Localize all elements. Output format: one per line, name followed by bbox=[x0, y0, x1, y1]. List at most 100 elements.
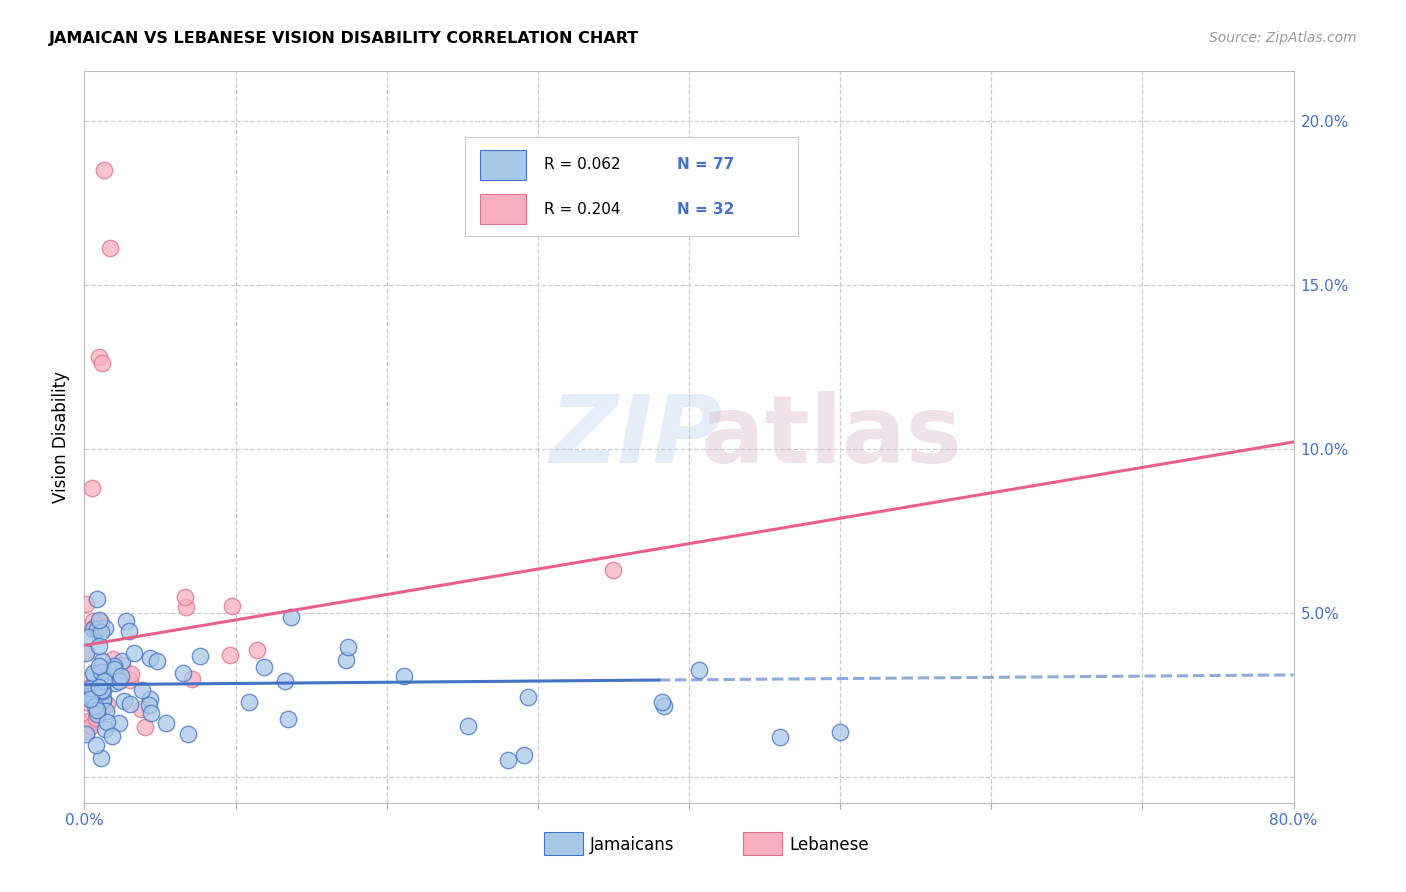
Point bbox=[79, 697, 101, 711]
Point bbox=[253, 660, 276, 674]
Point bbox=[83, 668, 105, 682]
Point bbox=[90, 615, 112, 629]
Text: JAMAICAN VS LEBANESE VISION DISABILITY CORRELATION CHART: JAMAICAN VS LEBANESE VISION DISABILITY C… bbox=[49, 31, 640, 46]
Point bbox=[80, 689, 103, 703]
Point bbox=[246, 642, 269, 657]
Point bbox=[75, 597, 97, 611]
Point bbox=[80, 689, 103, 703]
Point bbox=[94, 704, 117, 718]
Point bbox=[110, 669, 132, 683]
Point bbox=[91, 683, 114, 698]
Point bbox=[146, 655, 169, 669]
Point bbox=[238, 695, 260, 709]
Text: Lebanese: Lebanese bbox=[789, 836, 869, 855]
Point bbox=[98, 242, 121, 256]
Point bbox=[108, 674, 131, 689]
Point bbox=[108, 715, 131, 730]
Point bbox=[80, 481, 103, 495]
Point bbox=[87, 680, 110, 694]
Text: ZIP: ZIP bbox=[550, 391, 723, 483]
Point bbox=[93, 621, 115, 635]
Bar bbox=[544, 832, 582, 855]
Point bbox=[86, 707, 108, 722]
Point bbox=[82, 621, 104, 635]
Point bbox=[155, 716, 177, 731]
Point bbox=[77, 630, 100, 644]
Point bbox=[83, 699, 105, 714]
Bar bbox=[744, 832, 782, 855]
Point bbox=[91, 692, 114, 706]
Point bbox=[218, 648, 240, 663]
Point bbox=[516, 690, 538, 705]
Point bbox=[76, 723, 98, 738]
Point bbox=[96, 714, 118, 729]
Point bbox=[90, 624, 112, 639]
Point bbox=[84, 684, 107, 698]
Point bbox=[602, 563, 624, 577]
Point bbox=[94, 722, 117, 736]
Point bbox=[273, 673, 295, 688]
Point bbox=[139, 651, 162, 665]
Point bbox=[111, 658, 134, 673]
Point bbox=[120, 666, 142, 681]
Text: Source: ZipAtlas.com: Source: ZipAtlas.com bbox=[1209, 31, 1357, 45]
Point bbox=[392, 669, 415, 683]
Bar bbox=[465, 137, 797, 235]
Point bbox=[138, 692, 160, 706]
Point bbox=[90, 654, 112, 668]
Point bbox=[496, 753, 519, 767]
Point bbox=[93, 162, 115, 177]
Point bbox=[75, 644, 97, 658]
Point bbox=[89, 658, 111, 673]
Point bbox=[172, 665, 194, 680]
Point bbox=[79, 681, 101, 696]
Point bbox=[114, 614, 136, 628]
Point bbox=[75, 727, 97, 741]
Point bbox=[769, 730, 792, 744]
Point bbox=[82, 666, 104, 681]
Text: R = 0.062: R = 0.062 bbox=[544, 157, 620, 172]
Point bbox=[111, 654, 134, 668]
Point bbox=[652, 698, 675, 713]
Point bbox=[82, 622, 104, 636]
Point bbox=[457, 719, 479, 733]
Point bbox=[830, 725, 852, 739]
Point bbox=[131, 683, 153, 698]
Point bbox=[86, 591, 108, 606]
Bar bbox=[479, 150, 526, 179]
Text: atlas: atlas bbox=[702, 391, 962, 483]
Point bbox=[89, 350, 111, 364]
Point bbox=[337, 640, 360, 655]
Point bbox=[90, 751, 112, 765]
Point bbox=[103, 659, 125, 673]
Point bbox=[75, 690, 97, 704]
Point bbox=[96, 698, 118, 712]
Point bbox=[174, 600, 197, 615]
Point bbox=[98, 665, 121, 679]
Point bbox=[87, 613, 110, 627]
Point bbox=[134, 720, 156, 734]
Point bbox=[84, 738, 107, 752]
Point bbox=[651, 695, 673, 709]
Text: N = 77: N = 77 bbox=[676, 157, 734, 172]
Point bbox=[173, 591, 195, 605]
Point bbox=[277, 712, 299, 726]
Point bbox=[86, 710, 108, 724]
Point bbox=[89, 696, 111, 710]
Text: R = 0.204: R = 0.204 bbox=[544, 202, 620, 217]
Point bbox=[180, 672, 202, 686]
Point bbox=[75, 646, 97, 660]
Y-axis label: Vision Disability: Vision Disability bbox=[52, 371, 70, 503]
Point bbox=[77, 690, 100, 704]
Point bbox=[91, 356, 114, 370]
Point bbox=[280, 610, 302, 624]
Point bbox=[103, 661, 125, 675]
Point bbox=[139, 706, 162, 720]
Point bbox=[118, 624, 141, 638]
Point bbox=[101, 652, 124, 666]
Point bbox=[688, 663, 710, 677]
Point bbox=[118, 673, 141, 687]
Point bbox=[89, 640, 111, 654]
Point bbox=[82, 614, 104, 628]
Point bbox=[80, 719, 103, 733]
